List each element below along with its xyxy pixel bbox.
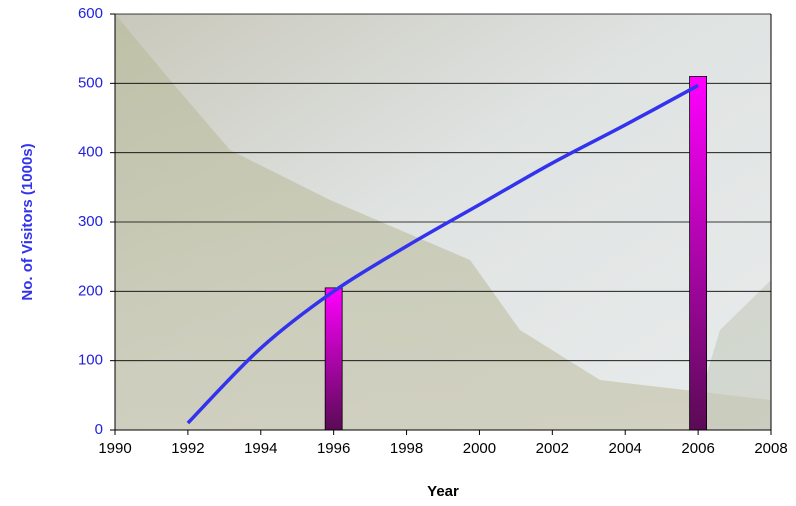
y-axis-title: No. of Visitors (1000s) — [19, 143, 36, 300]
bar — [324, 287, 343, 431]
y-tick-label: 500 — [78, 74, 103, 91]
background-photo — [115, 14, 771, 430]
y-tick-label: 300 — [78, 213, 103, 230]
y-tick-label: 400 — [78, 144, 103, 161]
x-tick-label: 2008 — [754, 440, 787, 457]
bar — [689, 76, 708, 431]
y-tick-label: 0 — [95, 421, 103, 438]
x-tick-label: 1996 — [317, 440, 350, 457]
x-tick-label: 1992 — [171, 440, 204, 457]
x-tick-label: 1994 — [244, 440, 277, 457]
x-tick-label: 2002 — [536, 440, 569, 457]
x-axis-title: Year — [427, 483, 459, 500]
line — [186, 83, 699, 425]
x-tick-label: 2006 — [681, 440, 714, 457]
background-photo — [690, 280, 771, 430]
x-tick-label: 1998 — [390, 440, 423, 457]
y-tick-label: 100 — [78, 352, 103, 369]
x-tick-label: 2000 — [463, 440, 496, 457]
x-tick-label: 2004 — [609, 440, 642, 457]
x-tick-label: 1990 — [98, 440, 131, 457]
y-tick-label: 600 — [78, 5, 103, 22]
y-tick-label: 200 — [78, 282, 103, 299]
